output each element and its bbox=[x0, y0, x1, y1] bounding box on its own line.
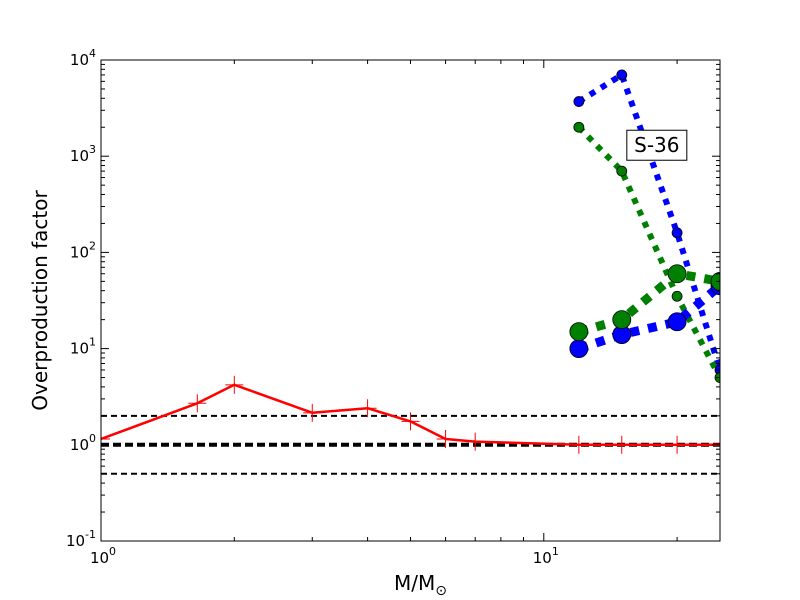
series-2-point-1 bbox=[616, 165, 628, 177]
x-tick-label-0: 100 bbox=[90, 545, 116, 567]
series-line-3 bbox=[577, 282, 720, 353]
y-tick-label-5: 104 bbox=[70, 47, 96, 69]
series-0-point-1 bbox=[188, 394, 207, 413]
series-0-point-7 bbox=[466, 432, 485, 451]
series-line-0 bbox=[101, 383, 720, 447]
y-tick-label-4: 103 bbox=[70, 143, 96, 165]
series-line-4 bbox=[577, 269, 720, 337]
x-axis-label: M/M⊙ bbox=[394, 571, 447, 599]
series-4-point-3 bbox=[710, 271, 720, 291]
annotation: S-36 bbox=[626, 129, 688, 161]
series-1-point-2 bbox=[671, 227, 683, 239]
y-axis-label: Overproduction factor bbox=[28, 190, 52, 411]
series-0-point-4 bbox=[358, 399, 377, 418]
y-tick-label-3: 102 bbox=[70, 239, 96, 261]
series-1-point-0 bbox=[573, 96, 585, 107]
series-4-point-2 bbox=[667, 264, 687, 284]
series-0-point-10 bbox=[668, 435, 687, 454]
annotation-label: S-36 bbox=[634, 133, 679, 157]
series-3-point-0 bbox=[569, 339, 589, 359]
series-0-point-5 bbox=[401, 412, 420, 431]
series-2-point-0 bbox=[573, 121, 585, 133]
series-0-point-0 bbox=[101, 429, 110, 448]
series-4-point-0 bbox=[569, 322, 589, 342]
series-0-point-2 bbox=[225, 375, 244, 394]
annotation-box bbox=[626, 129, 688, 161]
markers-layer bbox=[101, 69, 720, 454]
series-4-point-1 bbox=[612, 310, 632, 330]
x-tick-label-1: 101 bbox=[533, 545, 559, 567]
series-0-point-3 bbox=[303, 403, 322, 422]
y-tick-label-1: 100 bbox=[70, 432, 96, 454]
series-line-2 bbox=[576, 125, 720, 380]
y-tick-label-2: 101 bbox=[70, 336, 96, 358]
y-tick-label-0: 10-1 bbox=[66, 528, 96, 550]
series-0-point-9 bbox=[612, 435, 631, 454]
series-1-point-1 bbox=[616, 69, 628, 81]
series-0-point-6 bbox=[436, 429, 455, 448]
axis-labels: M/M⊙ Overproduction factor bbox=[28, 190, 447, 600]
series-3-point-2 bbox=[667, 312, 687, 332]
series-0-point-8 bbox=[569, 435, 588, 454]
reference-lines bbox=[101, 414, 720, 475]
series-2-point-2 bbox=[671, 290, 683, 302]
